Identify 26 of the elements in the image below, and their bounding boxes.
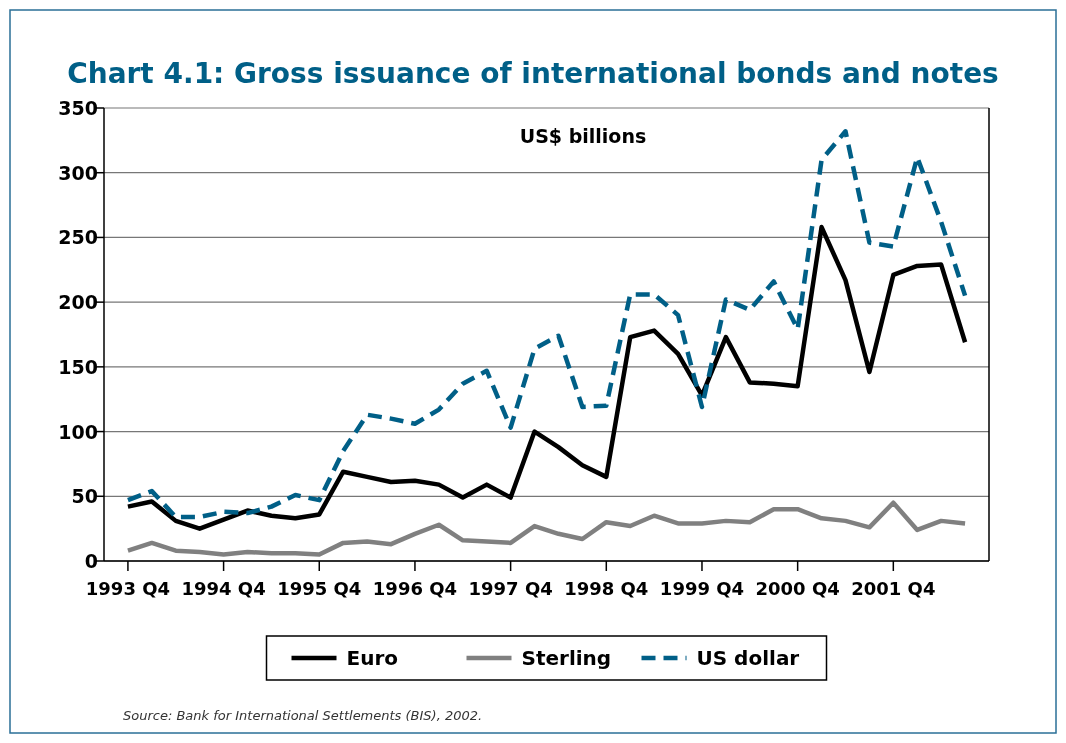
y-tick-label: 50 xyxy=(71,485,98,508)
source-note: Source: Bank for International Settlements (BIS), 2002. xyxy=(123,708,483,723)
x-tick-label: 1994 Q4 xyxy=(181,578,266,599)
x-tick-label: 2001 Q4 xyxy=(851,578,936,599)
y-tick-label: 100 xyxy=(58,420,98,443)
x-tick-label: 1996 Q4 xyxy=(372,578,458,599)
y-tick-label: 0 xyxy=(84,550,98,572)
legend-label: US dollar xyxy=(696,646,800,670)
y-axis-title: US$ billions xyxy=(519,125,647,147)
line-series xyxy=(125,500,968,557)
legend-label: Sterling xyxy=(521,646,612,670)
x-tick-label: 1993 Q4 xyxy=(85,578,171,599)
y-tick-label: 200 xyxy=(58,291,98,314)
y-tick-label: 250 xyxy=(58,226,98,249)
x-tick-label: 1997 Q4 xyxy=(468,578,553,599)
x-tick-label: 2000 Q4 xyxy=(755,578,840,599)
legend-label: Euro xyxy=(346,646,399,670)
line-series xyxy=(125,224,968,531)
y-tick-label: 150 xyxy=(58,355,98,378)
line-series xyxy=(125,129,968,520)
x-tick-label: 1995 Q4 xyxy=(277,578,362,599)
y-tick-label: 350 xyxy=(58,97,98,119)
y-tick-label: 300 xyxy=(58,161,98,184)
x-tick-label: 1998 Q4 xyxy=(564,578,649,599)
chart-title: Chart 4.1: Gross issuance of international bonds and notes xyxy=(67,57,999,90)
x-tick-label: 1999 Q4 xyxy=(659,578,745,599)
